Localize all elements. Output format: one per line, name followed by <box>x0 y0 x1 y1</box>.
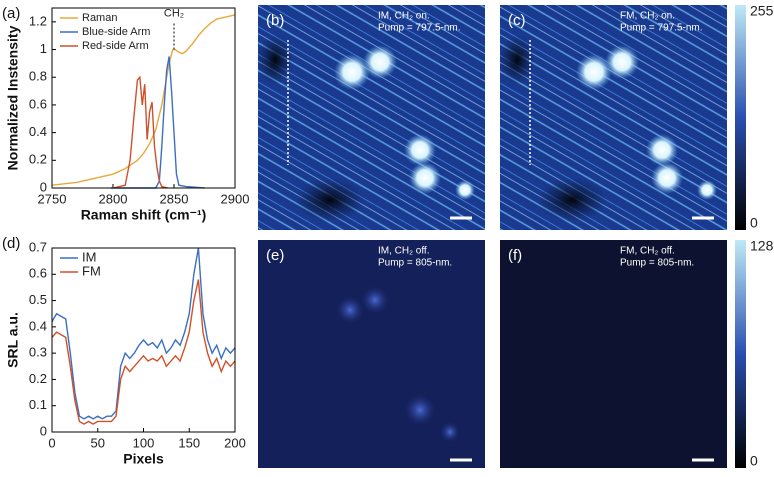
x-tick-label: 50 <box>91 435 105 450</box>
y-tick-label: 0.3 <box>29 345 47 360</box>
y-tick-label: 0.8 <box>29 69 47 84</box>
x-tick-label: 200 <box>224 435 246 450</box>
y-tick-label: 0.7 <box>29 239 47 254</box>
x-tick-label: 2800 <box>99 191 128 206</box>
image-caption: Pump = 797.5-nm. <box>378 23 461 34</box>
image-caption: Pump = 805-nm. <box>620 258 694 269</box>
image-f <box>500 240 727 468</box>
x-tick-label: 2900 <box>221 191 250 206</box>
x-tick-label: 2850 <box>160 191 189 206</box>
image-caption: IM, CH₂ off. <box>378 246 429 257</box>
y-tick-label: 0.4 <box>29 124 47 139</box>
legend-label: Blue-side Arm <box>82 26 150 38</box>
y-tick-label: 0.2 <box>29 152 47 167</box>
image-label: (b) <box>266 12 284 29</box>
x-tick-label: 100 <box>133 435 155 450</box>
y-tick-label: 0.2 <box>29 371 47 386</box>
image-caption: IM, CH₂ on. <box>378 11 430 22</box>
colorbar-max: 128 <box>750 238 774 254</box>
image-caption: FM, CH₂ off. <box>620 246 675 257</box>
y-tick-label: 0.6 <box>29 266 47 281</box>
image-b <box>257 5 485 230</box>
y-axis-label: SRL a.u. <box>5 312 21 368</box>
x-tick-label: 0 <box>48 435 55 450</box>
y-axis-label: Normalized Instensity <box>5 25 21 170</box>
image-caption: Pump = 805-nm. <box>378 258 452 269</box>
y-tick-label: 0.1 <box>29 397 47 412</box>
series-line <box>112 75 169 189</box>
image-c <box>499 5 727 230</box>
image-label: (e) <box>266 247 284 264</box>
legend-label: Raman <box>82 12 117 24</box>
panel-label: (d) <box>2 235 20 252</box>
image-caption: FM, CH₂ on. <box>620 11 675 22</box>
y-tick-label: 1 <box>40 41 47 56</box>
x-tick-label: 2750 <box>38 191 67 206</box>
image-caption: Pump = 797.5-nm. <box>620 23 703 34</box>
x-axis-label: Pixels <box>123 451 164 467</box>
y-tick-label: 0 <box>40 179 47 194</box>
legend-label: Red-side Arm <box>82 40 149 52</box>
series-line <box>51 279 236 425</box>
plot-frame <box>51 247 236 433</box>
y-tick-label: 0.4 <box>29 318 47 333</box>
image-label: (f) <box>508 247 522 264</box>
colorbar <box>735 5 746 230</box>
y-tick-label: 0.5 <box>29 292 47 307</box>
x-axis-label: Raman shift (cm⁻¹) <box>81 207 207 223</box>
image-label: (c) <box>508 12 526 29</box>
image-e <box>258 240 485 468</box>
x-tick-label: 150 <box>178 435 200 450</box>
colorbar-min: 0 <box>750 453 758 469</box>
colorbar-max: 255 <box>750 3 774 19</box>
colorbar-min: 0 <box>750 215 758 231</box>
series-line <box>51 247 236 420</box>
colorbar <box>735 240 746 468</box>
y-tick-label: 0.6 <box>29 96 47 111</box>
plot-frame <box>51 7 236 189</box>
legend-label: IM <box>82 249 96 264</box>
legend-label: FM <box>82 263 101 278</box>
y-tick-label: 0 <box>40 423 47 438</box>
y-tick-label: 1.2 <box>29 13 47 28</box>
annotation: CH₂ <box>164 7 184 19</box>
panel-label: (a) <box>2 5 20 22</box>
